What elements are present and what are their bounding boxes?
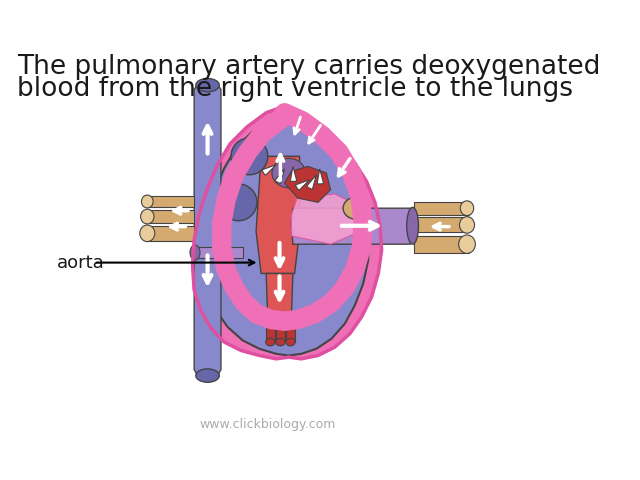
Polygon shape — [194, 83, 221, 378]
Polygon shape — [147, 210, 194, 223]
Ellipse shape — [343, 197, 368, 219]
Polygon shape — [414, 217, 468, 232]
Wedge shape — [317, 169, 324, 184]
Ellipse shape — [276, 338, 285, 346]
Ellipse shape — [460, 216, 474, 233]
Wedge shape — [291, 167, 297, 181]
Ellipse shape — [190, 245, 200, 260]
Text: The pulmonary artery carries deoxygenated: The pulmonary artery carries deoxygenate… — [17, 54, 600, 80]
Polygon shape — [193, 106, 381, 359]
Polygon shape — [256, 156, 300, 274]
Polygon shape — [147, 196, 194, 207]
Wedge shape — [296, 180, 310, 191]
Wedge shape — [275, 169, 285, 183]
Ellipse shape — [196, 369, 220, 382]
Ellipse shape — [286, 338, 295, 346]
Polygon shape — [266, 317, 275, 342]
Ellipse shape — [140, 225, 155, 241]
Polygon shape — [286, 317, 294, 342]
Circle shape — [220, 184, 257, 221]
Polygon shape — [147, 226, 194, 241]
Text: aorta: aorta — [57, 253, 105, 272]
Polygon shape — [194, 247, 243, 258]
Wedge shape — [307, 175, 316, 189]
Polygon shape — [266, 274, 293, 320]
Polygon shape — [414, 202, 468, 215]
Ellipse shape — [407, 207, 419, 244]
Ellipse shape — [196, 78, 220, 92]
Polygon shape — [291, 208, 414, 244]
Circle shape — [231, 138, 268, 175]
Ellipse shape — [272, 158, 305, 188]
Ellipse shape — [459, 235, 476, 253]
Wedge shape — [262, 165, 276, 175]
Ellipse shape — [266, 338, 275, 346]
Text: blood from the right ventricle to the lungs: blood from the right ventricle to the lu… — [17, 76, 573, 102]
Polygon shape — [204, 114, 368, 356]
Polygon shape — [276, 317, 285, 342]
Polygon shape — [414, 236, 468, 252]
Polygon shape — [285, 167, 331, 203]
Text: www.clickbiology.com: www.clickbiology.com — [200, 418, 336, 431]
Polygon shape — [291, 194, 364, 244]
Ellipse shape — [460, 201, 474, 216]
Ellipse shape — [141, 195, 153, 208]
Ellipse shape — [141, 209, 154, 224]
